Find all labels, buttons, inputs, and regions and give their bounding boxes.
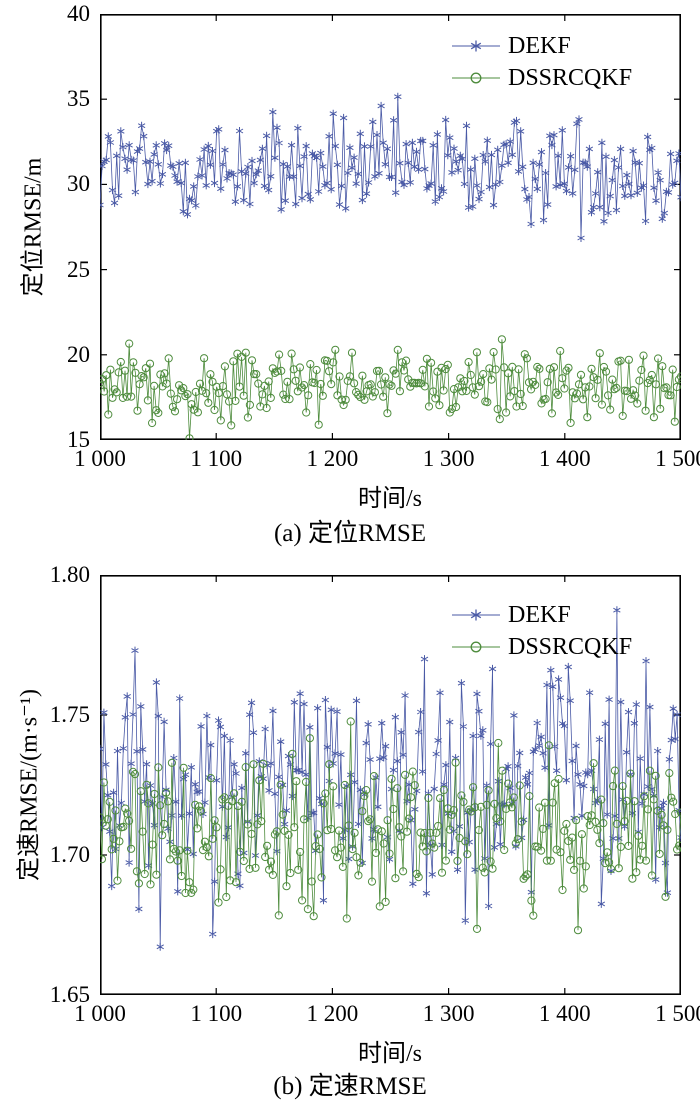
legend-label: DEKF — [508, 33, 571, 59]
figure-positioning-rmse: 定位RMSE/m DEKF DSSRCQKF 时间/s (a) 定位RMSE 15… — [21, 1, 700, 547]
plot-area-positioning — [100, 14, 681, 440]
x-tick-label: 1 500 — [655, 446, 700, 471]
x-axis-label-time: 时间/s — [357, 486, 423, 512]
x-tick-label: 1 100 — [190, 1001, 243, 1026]
y-tick-label: 1.75 — [49, 702, 90, 727]
asterisk-marker-icon — [452, 609, 500, 621]
x-tick-label: 1 200 — [306, 446, 359, 471]
y-tick-label: 1.70 — [49, 842, 90, 867]
figure-velocity-rmse: 定速RMSE/(m·s⁻¹) DEKF DSSRCQKF 时间/s (b) 定速R… — [0, 560, 700, 1104]
x-axis-label-time: 时间/s — [357, 1041, 423, 1067]
plot-area-velocity — [100, 575, 681, 995]
x-tick-label: 1 300 — [422, 1001, 475, 1026]
y-tick-label: 40 — [67, 1, 90, 26]
x-tick-label: 1 500 — [655, 1001, 700, 1026]
y-tick-label: 15 — [67, 427, 90, 452]
y-tick-label: 25 — [67, 256, 90, 282]
asterisk-marker-icon — [452, 40, 500, 52]
y-tick-label: 35 — [67, 86, 90, 112]
x-tick-label: 1 000 — [74, 1001, 126, 1026]
legend-item-dssrcqkf: DSSRCQKF — [450, 64, 632, 92]
y-tick-label: 1.80 — [49, 562, 90, 587]
x-tick-label: 1 300 — [422, 446, 475, 471]
circle-marker-icon — [452, 641, 500, 653]
legend-label: DEKF — [508, 602, 571, 628]
y-tick-label: 30 — [67, 171, 90, 197]
x-tick-label: 1 200 — [306, 1001, 359, 1026]
legend-velocity: DEKF DSSRCQKF — [450, 601, 632, 661]
x-tick-label: 1 400 — [538, 446, 591, 471]
x-tick-label: 1 400 — [538, 1001, 591, 1026]
legend-label: DSSRCQKF — [508, 634, 633, 660]
legend-item-dekf: DEKF — [450, 32, 632, 60]
legend-item-dekf: DEKF — [450, 601, 632, 629]
x-tick-label: 1 000 — [74, 446, 126, 471]
circle-marker-icon — [452, 72, 500, 84]
legend-item-dssrcqkf: DSSRCQKF — [450, 633, 632, 661]
x-tick-label: 1 100 — [190, 446, 243, 471]
y-tick-label: 1.65 — [49, 982, 90, 1007]
figure-caption-a: (a) 定位RMSE — [273, 520, 427, 547]
figure-caption-b: (b) 定速RMSE — [273, 1073, 427, 1100]
y-tick-label: 20 — [67, 341, 90, 367]
legend-positioning: DEKF DSSRCQKF — [450, 32, 632, 92]
legend-label: DSSRCQKF — [508, 65, 633, 91]
